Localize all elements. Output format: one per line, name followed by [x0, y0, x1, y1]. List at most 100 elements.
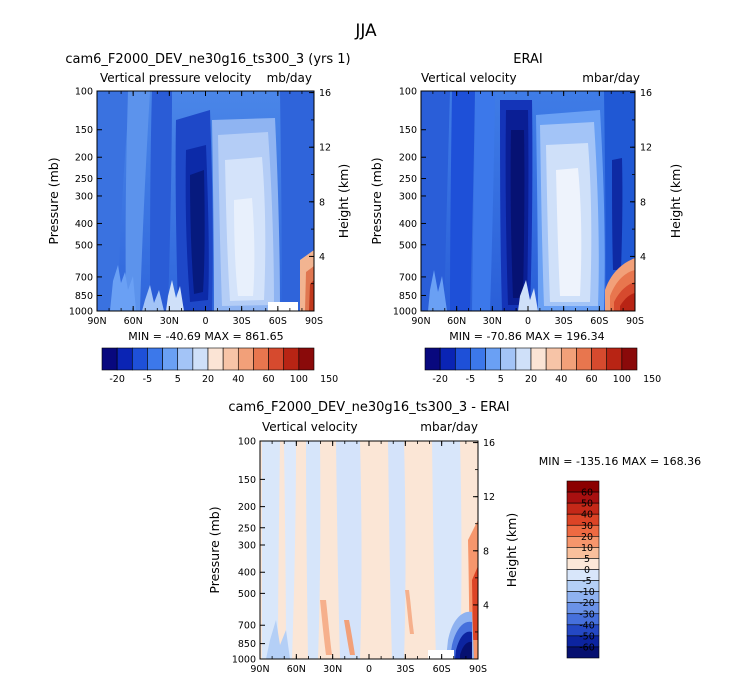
y-tick-label: 700 [399, 272, 417, 283]
y2-axis-label: Height (km) [668, 164, 683, 238]
panel-erai: ERAI Vertical velocity mbar/day 90N 60N 3 [369, 52, 683, 385]
colorbar-swatch [530, 347, 547, 371]
x-tick-label: 90N [411, 316, 430, 327]
colorbar-swatch [268, 347, 285, 371]
x-tick-label: 0 [366, 664, 372, 675]
colorbar-label: -30 [579, 609, 595, 620]
y-tick-label: 400 [75, 219, 93, 230]
y-tick-label: 250 [75, 174, 93, 185]
colorbar-label: 100 [613, 374, 631, 385]
colorbar-swatch [237, 347, 254, 371]
colorbar-label: 20 [581, 532, 593, 543]
x-tick-label: 60N [287, 664, 306, 675]
colorbar-swatch [116, 347, 133, 371]
y-tick-label: 1000 [69, 307, 93, 318]
y-tick-label: 400 [238, 568, 256, 579]
y-tick-label: 500 [399, 240, 417, 251]
x-tick-label: 60N [447, 316, 466, 327]
colorbar-swatch [560, 347, 577, 371]
y-tick-label: 300 [399, 191, 417, 202]
colorbar-label: 150 [320, 374, 338, 385]
colorbar-swatch [606, 347, 623, 371]
figure-title: JJA [354, 21, 377, 41]
variable-label: Vertical velocity [262, 420, 358, 434]
colorbar-swatch [283, 347, 300, 371]
y2-tick-label: 8 [640, 197, 646, 208]
colorbar-swatch [298, 347, 315, 371]
colorbar-swatch [101, 347, 118, 371]
colorbar-label: 10 [581, 543, 593, 554]
y2-axis-label: Height (km) [336, 164, 351, 238]
stats-label: MIN = -40.69 MAX = 861.65 [128, 330, 283, 343]
y-tick-label: 500 [238, 589, 256, 600]
y2-tick-label: 16 [319, 88, 331, 99]
x-tick-label: 60S [433, 664, 451, 675]
y-tick-label: 850 [238, 639, 256, 650]
colorbar-swatch [177, 347, 194, 371]
colorbar-label: -50 [579, 631, 595, 642]
colorbar-swatch [222, 347, 239, 371]
y-tick-label: 850 [75, 291, 93, 302]
y-tick-label: 100 [238, 437, 256, 448]
x-tick-label: 60N [124, 316, 143, 327]
y2-tick-label: 4 [483, 600, 489, 611]
colorbar-label: -5 [143, 374, 152, 385]
colorbar-label: 20 [525, 374, 537, 385]
units-label: mbar/day [420, 420, 478, 434]
variable-label: Vertical pressure velocity [100, 71, 251, 85]
y2-tick-label: 16 [640, 88, 652, 99]
colorbar-swatch [470, 347, 486, 371]
y-tick-label: 150 [75, 125, 93, 136]
x-tick-label: 90N [250, 664, 269, 675]
colorbar-label: 40 [232, 374, 244, 385]
x-tick-label: 30N [160, 316, 179, 327]
y2-tick-label: 4 [319, 252, 325, 263]
colorbar-label: 100 [290, 374, 308, 385]
y-tick-label: 300 [238, 541, 256, 552]
colorbar-label: -20 [579, 598, 595, 609]
colorbar-swatch [192, 347, 209, 371]
y-tick-label: 200 [75, 153, 93, 164]
y2-tick-label: 12 [483, 492, 495, 503]
y-tick-label: 200 [399, 153, 417, 164]
contour-field [421, 91, 635, 311]
y2-tick-label: 12 [640, 143, 652, 154]
x-tick-label: 30S [396, 664, 414, 675]
y-tick-label: 200 [238, 502, 256, 513]
y-tick-label: 700 [238, 621, 256, 632]
x-tick-label: 90S [469, 664, 487, 675]
colorbar-label: 150 [643, 374, 661, 385]
colorbar-label: -20 [432, 374, 448, 385]
colorbar-label: 5 [498, 374, 504, 385]
colorbar-swatch [424, 347, 441, 371]
y-tick-label: 250 [238, 523, 256, 534]
x-tick-label: 60S [269, 316, 287, 327]
axis-ticks: 90N 60N 30N 0 30S 60S 90S 100 150 200 250 300 400 500… [232, 437, 495, 676]
colorbar-label: 0 [584, 565, 590, 576]
colorbar-swatch [621, 347, 638, 371]
x-tick-label: 0 [202, 316, 208, 327]
contour-field [260, 441, 478, 659]
x-tick-label: 30S [233, 316, 251, 327]
x-tick-label: 30N [483, 316, 502, 327]
colorbar-swatch [515, 347, 532, 371]
y-tick-label: 850 [399, 291, 417, 302]
colorbar-label: 60 [263, 374, 275, 385]
panel-title: cam6_F2000_DEV_ne30g16_ts300_3 - ERAI [228, 400, 509, 415]
y2-tick-label: 16 [483, 438, 495, 449]
colorbar-label: 5 [584, 554, 590, 565]
colorbar-label: -10 [579, 587, 595, 598]
colorbar-label: 20 [202, 374, 214, 385]
x-tick-label: 90S [626, 316, 644, 327]
axis-ticks: 90N 60N 30N 0 30S 60S 90S 100 150 200 250 300 400 500… [393, 87, 652, 328]
colorbar-label: 40 [555, 374, 567, 385]
x-tick-label: 30S [555, 316, 573, 327]
colorbar-label: -40 [579, 620, 595, 631]
y2-tick-label: 4 [640, 252, 646, 263]
panel-model: cam6_F2000_DEV_ne30g16_ts300_3 (yrs 1) V… [46, 52, 351, 385]
x-tick-label: 60S [590, 316, 608, 327]
y2-tick-label: 8 [319, 197, 325, 208]
y-tick-label: 250 [399, 174, 417, 185]
